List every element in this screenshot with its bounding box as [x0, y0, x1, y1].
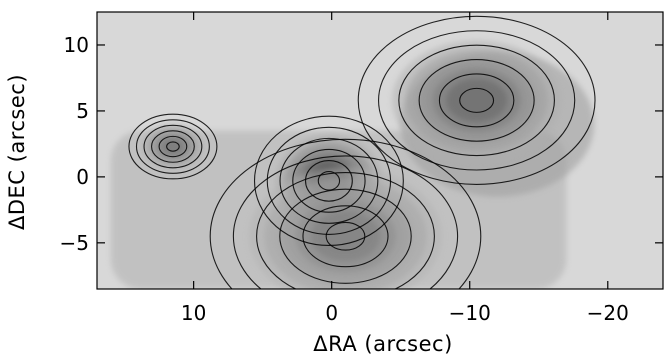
y-axis-label: ΔDEC (arcsec): [5, 74, 29, 230]
contour-component-3-level-5: [378, 30, 576, 171]
y-axis: 10 5 0 −5: [60, 33, 663, 255]
x-tick-label-0: 0: [325, 301, 338, 325]
x-axis: 10 0 −10 −20: [181, 12, 629, 325]
y-tick-label--5: −5: [60, 231, 89, 255]
contour-component-3-level-6: [357, 15, 596, 185]
contour-component-4-level-5: [232, 155, 459, 289]
plot-frame: [96, 11, 664, 290]
contour-lines: [128, 15, 596, 289]
contour-component-2-level-5: [135, 119, 210, 174]
contour-component-1-level-3: [292, 148, 366, 213]
emission-image: [110, 40, 594, 289]
contour-component-4-level-6: [209, 138, 482, 289]
x-tick-label-10: 10: [181, 301, 206, 325]
contour-component-2-level-1: [166, 141, 180, 152]
x-axis-label: ΔRA (arcsec): [313, 332, 453, 356]
contour-component-2-level-4: [143, 124, 203, 169]
contour-component-2-level-6: [128, 113, 218, 180]
contour-component-2-level-3: [151, 130, 195, 163]
emission-component-3-layer-5: [446, 78, 508, 122]
contour-component-1-level-4: [279, 137, 379, 224]
contour-component-4-level-1: [325, 221, 366, 251]
contour-component-4-level-3: [279, 188, 412, 284]
contour-component-3-level-2: [438, 73, 515, 128]
y-tick-label-5: 5: [76, 99, 89, 123]
contour-component-3-level-1: [459, 87, 495, 113]
y-tick-label-10: 10: [64, 33, 89, 57]
contour-component-3-level-3: [418, 59, 535, 142]
contour-component-4-level-2: [302, 205, 389, 268]
contour-component-2-level-2: [158, 135, 188, 158]
contour-component-1-level-2: [304, 159, 353, 202]
contour-component-1-level-6: [253, 115, 404, 247]
x-tick-label--10: −10: [449, 301, 491, 325]
emission-component-4-layer-5: [310, 211, 381, 262]
contour-component-3-level-4: [398, 44, 555, 157]
y-tick-label-0: 0: [76, 165, 89, 189]
contour-component-4-level-4: [256, 171, 435, 289]
x-tick-label--20: −20: [587, 301, 629, 325]
emission-component-2-layer-5: [161, 138, 185, 155]
